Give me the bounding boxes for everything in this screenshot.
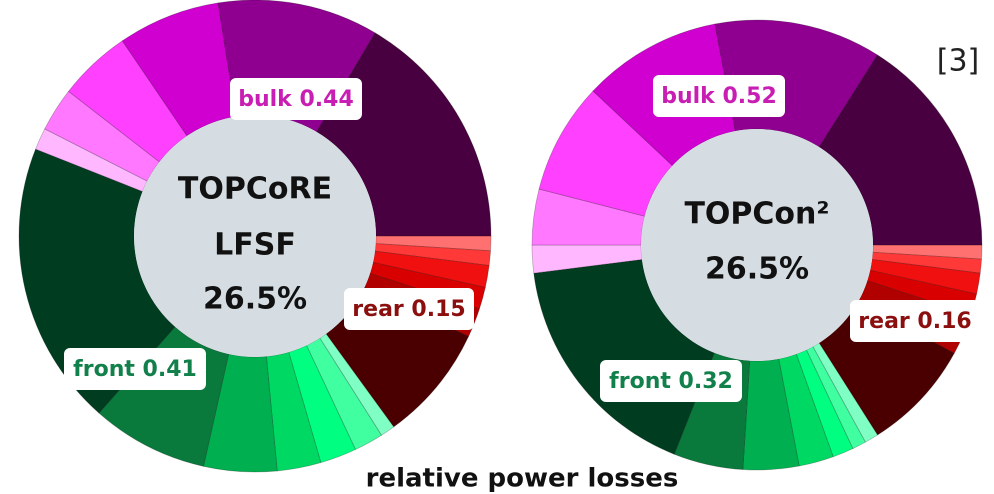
annotation: bulk 0.44 <box>238 87 354 112</box>
annotation: rear 0.15 <box>352 297 465 322</box>
annotation-box <box>230 78 362 120</box>
donut-center <box>641 129 873 361</box>
center-label: LFSF <box>214 228 296 263</box>
annotation-box <box>850 300 980 342</box>
annotation: bulk 0.52 <box>661 84 777 109</box>
annotation: front 0.32 <box>609 369 733 394</box>
donut: TOPCon² 26.5% bulk 0.52 rear 0.16 front 0.32 <box>531 19 983 471</box>
annotation-box <box>600 360 742 402</box>
caption: relative power losses <box>366 464 679 494</box>
center-label: TOPCon² <box>684 197 829 232</box>
annotation-box <box>653 75 785 117</box>
center-label: TOPCoRE <box>178 172 332 207</box>
annotation-box <box>344 288 474 330</box>
annotation: rear 0.16 <box>858 309 971 334</box>
center-label: 26.5% <box>705 252 809 287</box>
annotation: front 0.41 <box>73 357 197 382</box>
center-label: 26.5% <box>203 282 307 317</box>
reference: [3] <box>937 44 980 79</box>
donut: TOPCoRE LFSF 26.5% bulk 0.44 rear 0.15 front … <box>18 0 492 473</box>
annotation-box <box>64 348 206 390</box>
donut-center <box>134 115 376 357</box>
